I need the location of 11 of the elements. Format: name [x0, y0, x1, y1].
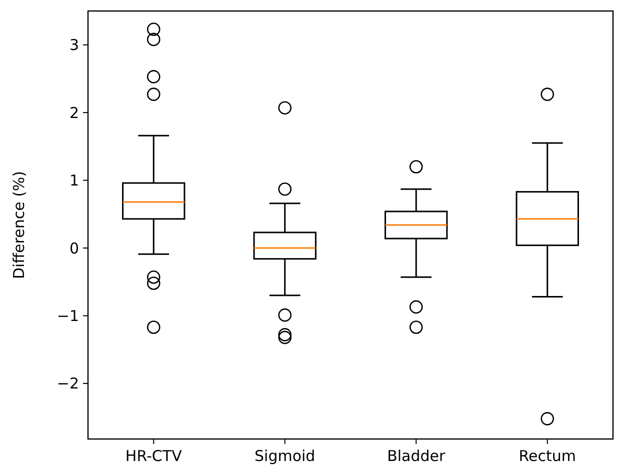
y-tick-label: 0: [69, 239, 79, 258]
y-tick-label: −2: [56, 374, 79, 393]
y-tick-label: 1: [69, 172, 79, 190]
x-tick-label: Bladder: [387, 447, 446, 465]
y-tick-label: 2: [69, 104, 79, 122]
y-tick-label: −1: [56, 306, 79, 325]
x-tick-label: Sigmoid: [254, 447, 316, 465]
y-axis-title: Difference (%): [10, 170, 28, 280]
x-tick-label: HR-CTV: [125, 447, 183, 465]
x-tick-label: Rectum: [518, 447, 576, 465]
y-tick-label: 3: [69, 36, 79, 54]
